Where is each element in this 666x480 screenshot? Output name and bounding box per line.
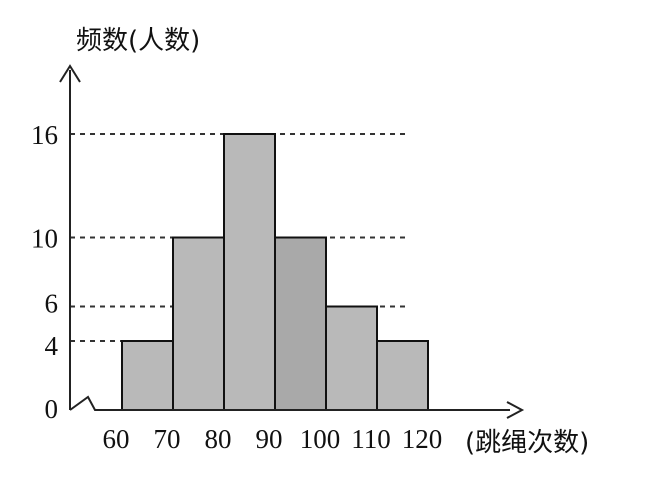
x-tick-100: 100 [300,424,341,454]
x-tick-110: 110 [351,424,391,454]
x-tick-labels: 60 70 80 90 100 110 120 [103,424,443,454]
y-tick-10: 10 [31,224,58,254]
bar-70-80 [172,236,225,411]
x-axis [69,395,510,411]
bar-60-70 [121,340,174,411]
bar-80-90 [223,133,276,411]
histogram-bars [121,133,429,411]
x-axis-label: (跳绳次数) [465,428,589,458]
y-tick-16: 16 [31,120,58,150]
bar-100-110 [325,305,378,411]
bar-110-120 [376,340,429,411]
x-tick-120: 120 [402,424,443,454]
y-axis-label: 频数(人数) [76,26,200,56]
x-tick-90: 90 [256,424,283,454]
x-tick-60: 60 [103,424,130,454]
y-tick-4: 4 [45,331,59,361]
y-tick-0: 0 [45,394,59,424]
y-axis-arrow [59,64,81,83]
x-axis-arrow [506,401,525,419]
x-tick-80: 80 [205,424,232,454]
y-tick-6: 6 [45,289,59,319]
axes [59,64,525,419]
x-tick-70: 70 [154,424,181,454]
bar-90-100 [274,236,327,411]
y-tick-labels: 0 4 6 10 16 [31,120,59,424]
